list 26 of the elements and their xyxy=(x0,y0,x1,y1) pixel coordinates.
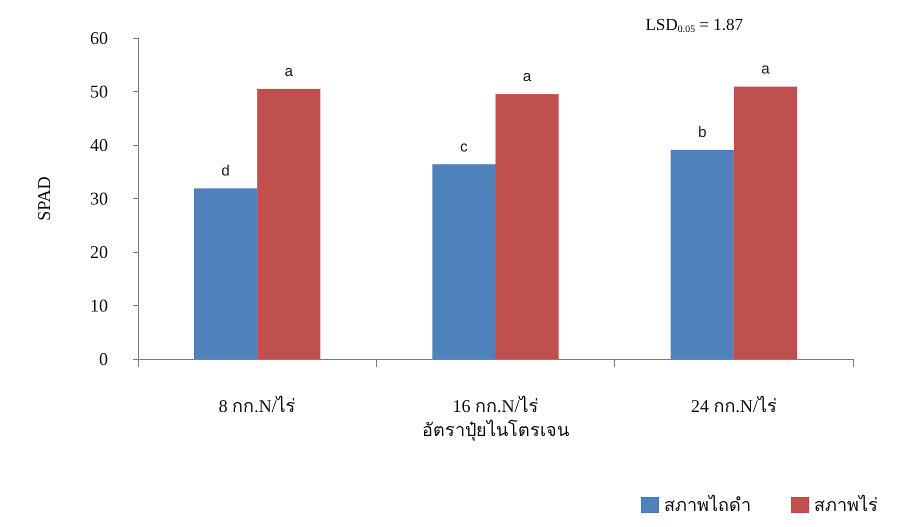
y-tick-label: 40 xyxy=(90,135,108,155)
y-tick-label: 60 xyxy=(90,28,108,48)
legend-label: สภาพไถดำ xyxy=(664,494,751,515)
bar xyxy=(194,188,258,359)
data-label: d xyxy=(221,162,230,180)
x-tick-label: 24 กก.N/ไร่ xyxy=(690,395,777,416)
x-tick-label: 16 กก.N/ไร่ xyxy=(452,395,538,416)
legend-label: สภาพไร่ xyxy=(814,494,878,515)
bar xyxy=(257,88,320,359)
data-label: b xyxy=(698,124,706,141)
x-axis-title: อัตราปุ๋ยไนโตรเจน xyxy=(422,419,569,441)
data-label: a xyxy=(522,68,532,86)
y-tick-label: 50 xyxy=(90,82,108,102)
data-label: a xyxy=(284,62,294,80)
bar xyxy=(496,94,559,359)
bar xyxy=(734,86,797,359)
y-tick-label: 30 xyxy=(90,188,108,208)
y-axis-title: SPAD xyxy=(34,176,54,221)
y-tick-label: 20 xyxy=(90,242,108,262)
data-label: c xyxy=(460,138,468,156)
bar xyxy=(432,164,496,359)
bar xyxy=(670,150,734,359)
x-tick-label: 8 กก.N/ไร่ xyxy=(218,395,296,416)
y-tick-label: 0 xyxy=(99,349,108,369)
y-tick-label: 10 xyxy=(90,296,108,316)
data-label: a xyxy=(761,60,770,78)
